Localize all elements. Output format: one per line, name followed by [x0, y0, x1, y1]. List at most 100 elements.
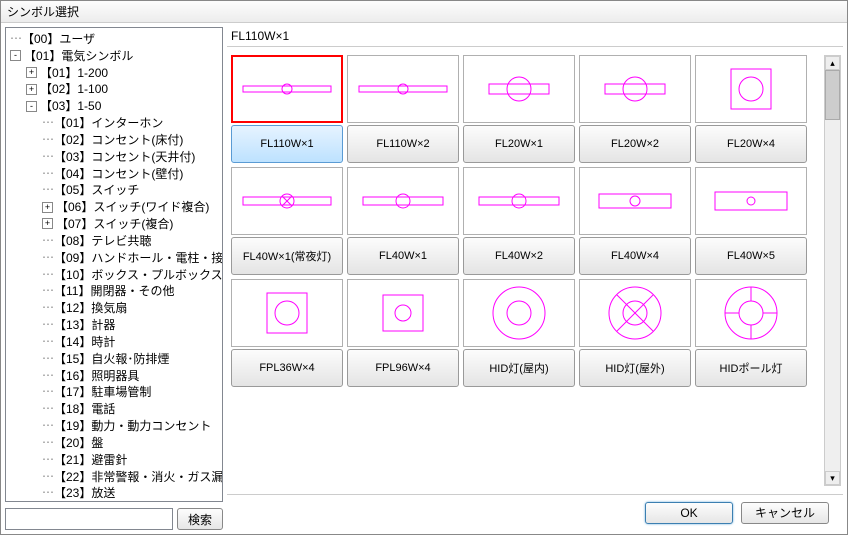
symbol-preview[interactable]	[463, 55, 575, 123]
tree-node[interactable]: ⋯【00】ユーザ	[10, 30, 222, 47]
grid-vscrollbar[interactable]: ▴ ▾	[824, 55, 841, 486]
tree-node[interactable]: ⋯【02】コンセント(床付)	[42, 131, 222, 148]
tree-node-label: 【16】照明器具	[54, 368, 139, 382]
symbol-cell: FPL36W×4	[231, 279, 343, 387]
symbol-label-button[interactable]: HID灯(屋内)	[463, 349, 575, 387]
vscroll-thumb[interactable]	[825, 70, 840, 120]
tree-node[interactable]: +【01】1-200	[26, 64, 222, 81]
symbol-label-button[interactable]: FPL96W×4	[347, 349, 459, 387]
cancel-button[interactable]: キャンセル	[741, 502, 829, 524]
search-button[interactable]: 検索	[177, 508, 223, 530]
symbol-preview[interactable]	[231, 55, 343, 123]
tree-node[interactable]: +【06】スイッチ(ワイド複合)	[42, 198, 222, 215]
tree-leaf-icon: ⋯	[42, 434, 54, 450]
tree-node-label: 【01】1-200	[40, 65, 108, 79]
tree-leaf-icon: ⋯	[42, 501, 54, 502]
symbol-preview[interactable]	[695, 167, 807, 235]
tree-view[interactable]: ⋯【00】ユーザ-【01】電気シンボル+【01】1-200+【02】1-100-…	[5, 27, 223, 502]
symbol-label-button[interactable]: FL20W×2	[579, 125, 691, 163]
symbol-label-button[interactable]: FL40W×5	[695, 237, 807, 275]
symbol-label-button[interactable]: FL20W×4	[695, 125, 807, 163]
window-title: シンボル選択	[1, 1, 847, 23]
symbol-label-button[interactable]: FL40W×1(常夜灯)	[231, 237, 343, 275]
tree-leaf-icon: ⋯	[42, 131, 54, 147]
symbol-label-button[interactable]: FL40W×2	[463, 237, 575, 275]
tree-node-label: 【15】自火報･防排煙	[54, 352, 169, 366]
dialog-body: ⋯【00】ユーザ-【01】電気シンボル+【01】1-200+【02】1-100-…	[1, 23, 847, 534]
tree-node[interactable]: ⋯【03】コンセント(天井付)	[42, 148, 222, 165]
tree-node-label: 【02】1-100	[40, 82, 108, 96]
tree-node[interactable]: ⋯【22】非常警報・消火・ガス漏	[42, 468, 222, 485]
tree-leaf-icon: ⋯	[42, 299, 54, 315]
tree-node[interactable]: +【02】1-100	[26, 80, 222, 97]
tree-leaf-icon: ⋯	[42, 316, 54, 332]
tree-node[interactable]: ⋯【23】放送	[42, 484, 222, 501]
tree-node[interactable]: ⋯【15】自火報･防排煙	[42, 350, 222, 367]
expand-toggle[interactable]: +	[42, 202, 53, 213]
symbol-label-button[interactable]: HIDポール灯	[695, 349, 807, 387]
tree-node-label: 【02】コンセント(床付)	[54, 133, 183, 147]
tree-leaf-icon: ⋯	[42, 484, 54, 500]
tree-node[interactable]: ⋯【01】インターホン	[42, 114, 222, 131]
collapse-toggle[interactable]: -	[10, 50, 21, 61]
tree-node-label: 【07】スイッチ(複合)	[56, 217, 173, 231]
symbol-preview[interactable]	[579, 279, 691, 347]
symbol-label-button[interactable]: FL110W×1	[231, 125, 343, 163]
tree-leaf-icon: ⋯	[42, 114, 54, 130]
tree-node[interactable]: ⋯【13】計器	[42, 316, 222, 333]
symbol-preview[interactable]	[579, 55, 691, 123]
tree-node[interactable]: ⋯【11】開閉器・その他	[42, 282, 222, 299]
tree-node-label: 【17】駐車場管制	[54, 385, 151, 399]
symbol-preview[interactable]	[463, 279, 575, 347]
symbol-cell: FL20W×2	[579, 55, 691, 163]
symbol-label-button[interactable]: FL40W×4	[579, 237, 691, 275]
symbol-preview[interactable]	[347, 279, 459, 347]
tree-node[interactable]: ⋯【04】コンセント(壁付)	[42, 165, 222, 182]
symbol-label-button[interactable]: FL20W×1	[463, 125, 575, 163]
tree-node[interactable]: ⋯【14】時計	[42, 333, 222, 350]
expand-toggle[interactable]: +	[26, 67, 37, 78]
symbol-preview[interactable]	[463, 167, 575, 235]
tree-node[interactable]: ⋯【21】避雷針	[42, 451, 222, 468]
symbol-label-button[interactable]: FPL36W×4	[231, 349, 343, 387]
tree-node[interactable]: ⋯【20】盤	[42, 434, 222, 451]
tree-node-label: 【22】非常警報・消火・ガス漏	[54, 469, 223, 483]
tree-node[interactable]: -【03】1-50⋯【01】インターホン⋯【02】コンセント(床付)⋯【03】コ…	[26, 97, 222, 502]
tree-node-label: 【14】時計	[54, 335, 115, 349]
expand-toggle[interactable]: +	[26, 84, 37, 95]
collapse-toggle[interactable]: -	[26, 101, 37, 112]
tree-node[interactable]: +【07】スイッチ(複合)	[42, 215, 222, 232]
symbol-label-button[interactable]: FL110W×2	[347, 125, 459, 163]
search-row: 検索	[5, 508, 223, 530]
tree-node[interactable]: -【01】電気シンボル+【01】1-200+【02】1-100-【03】1-50…	[10, 47, 222, 502]
tree-node[interactable]: ⋯【18】電話	[42, 400, 222, 417]
scroll-down-arrow[interactable]: ▾	[825, 471, 840, 485]
tree-leaf-icon: ⋯	[10, 30, 22, 46]
symbol-grid: FL110W×1FL110W×2FL20W×1FL20W×2FL20W×4 FL4…	[227, 47, 822, 494]
tree-node[interactable]: ⋯【12】換気扇	[42, 299, 222, 316]
tree-node[interactable]: ⋯【19】動力・動力コンセント	[42, 417, 222, 434]
symbol-preview[interactable]	[231, 279, 343, 347]
symbol-label-button[interactable]: FL40W×1	[347, 237, 459, 275]
symbol-label-button[interactable]: HID灯(屋外)	[579, 349, 691, 387]
tree-node[interactable]: ⋯【17】駐車場管制	[42, 383, 222, 400]
tree-node[interactable]: ⋯【24】防犯機械警備	[42, 501, 222, 502]
symbol-cell: FL110W×1	[231, 55, 343, 163]
symbol-preview[interactable]	[347, 167, 459, 235]
symbol-preview[interactable]	[695, 279, 807, 347]
symbol-preview[interactable]	[347, 55, 459, 123]
ok-button[interactable]: OK	[645, 502, 733, 524]
symbol-preview[interactable]	[579, 167, 691, 235]
tree-leaf-icon: ⋯	[42, 249, 54, 265]
tree-node[interactable]: ⋯【09】ハンドホール・電柱・接地板	[42, 249, 222, 266]
tree-node[interactable]: ⋯【10】ボックス・プルボックス	[42, 266, 222, 283]
tree-node[interactable]: ⋯【08】テレビ共聴	[42, 232, 222, 249]
symbol-preview[interactable]	[231, 167, 343, 235]
search-input[interactable]	[5, 508, 173, 530]
scroll-up-arrow[interactable]: ▴	[825, 56, 840, 70]
tree-node[interactable]: ⋯【05】スイッチ	[42, 181, 222, 198]
symbol-preview[interactable]	[695, 55, 807, 123]
tree-node-label: 【05】スイッチ	[54, 183, 139, 197]
expand-toggle[interactable]: +	[42, 218, 53, 229]
tree-node[interactable]: ⋯【16】照明器具	[42, 367, 222, 384]
